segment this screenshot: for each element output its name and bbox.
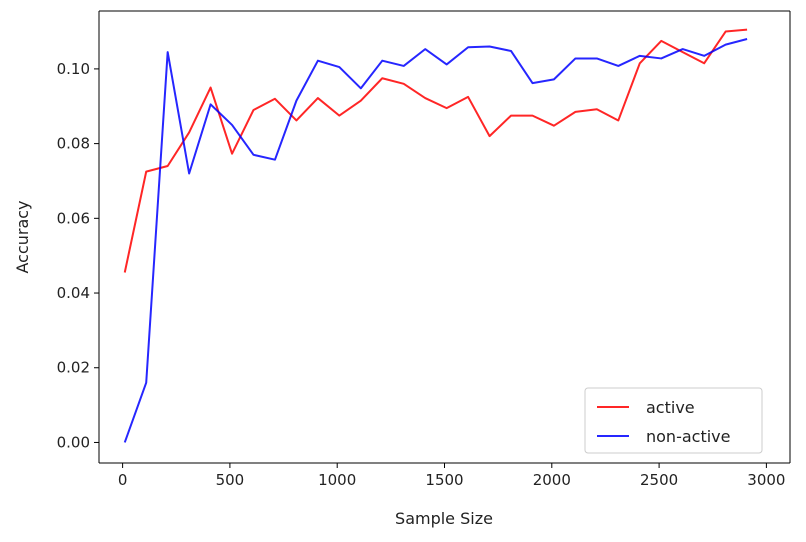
x-tick-label: 2500 (640, 471, 678, 489)
y-tick-label: 0.08 (57, 135, 90, 153)
y-axis-label: Accuracy (13, 200, 32, 273)
y-axis-ticks: 0.00 0.02 0.04 0.06 0.08 0.10 (57, 60, 99, 451)
x-tick-label: 500 (216, 471, 245, 489)
x-tick-label: 1500 (425, 471, 463, 489)
legend: active non-active (584, 387, 763, 454)
x-tick-label: 3000 (747, 471, 785, 489)
y-tick-label: 0.10 (57, 60, 90, 78)
series-layer (123, 28, 748, 443)
legend-box (584, 387, 763, 454)
x-tick-label: 2000 (533, 471, 571, 489)
legend-label-non-active: non-active (646, 427, 730, 446)
x-axis-label: Sample Size (395, 509, 493, 528)
series-line-non-active (123, 38, 748, 443)
legend-label-active: active (646, 398, 695, 417)
x-axis-ticks: 0 500 1000 1500 2000 2500 3000 (118, 463, 785, 489)
y-tick-label: 0.00 (57, 433, 90, 451)
x-tick-label: 1000 (318, 471, 356, 489)
y-tick-label: 0.04 (57, 284, 90, 302)
y-tick-label: 0.06 (57, 209, 90, 227)
x-tick-label: 0 (118, 471, 128, 489)
y-tick-label: 0.02 (57, 359, 90, 377)
series-line-active (123, 28, 748, 273)
